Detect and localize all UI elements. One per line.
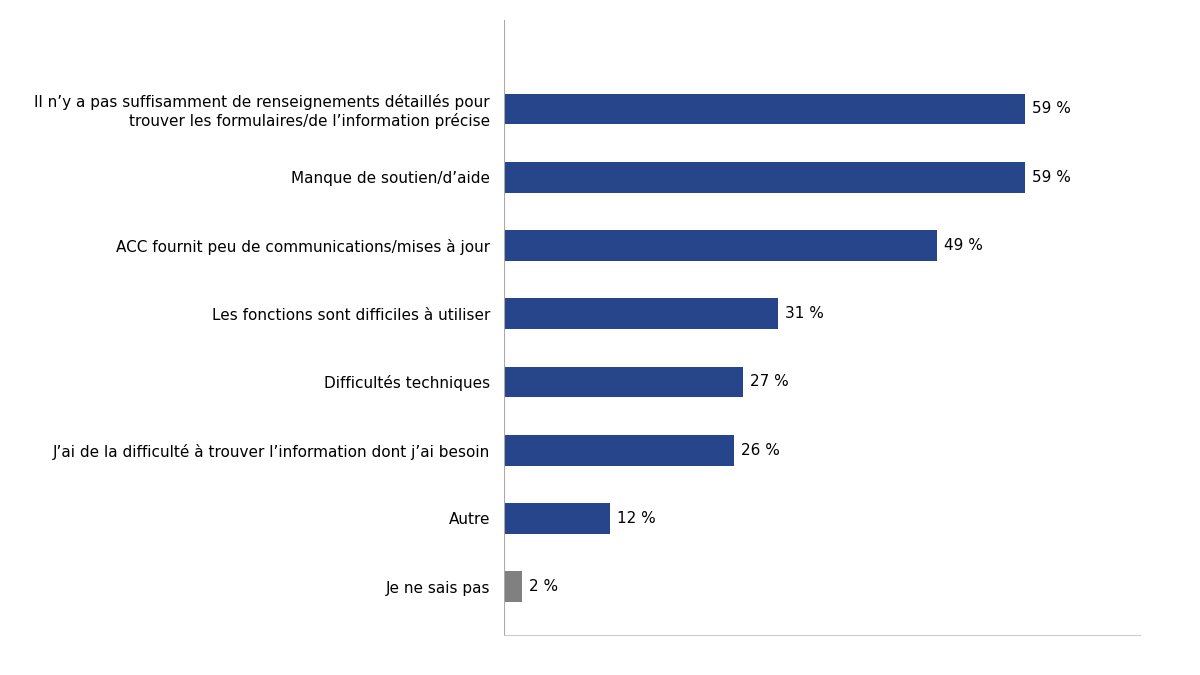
Bar [504, 94, 1025, 124]
Bar [504, 230, 937, 261]
Bar [504, 435, 733, 466]
Text: 26 %: 26 % [740, 443, 780, 458]
Text: 59 %: 59 % [1032, 169, 1072, 185]
Bar [504, 367, 743, 398]
Text: 27 %: 27 % [750, 375, 788, 389]
Text: 12 %: 12 % [617, 511, 656, 526]
Text: 59 %: 59 % [1032, 101, 1072, 117]
Text: 31 %: 31 % [785, 306, 823, 321]
Text: 49 %: 49 % [944, 238, 983, 253]
Bar [504, 298, 778, 329]
Bar [504, 162, 1025, 192]
Bar [504, 503, 610, 534]
Bar [504, 571, 522, 602]
Text: 2 %: 2 % [529, 579, 558, 594]
